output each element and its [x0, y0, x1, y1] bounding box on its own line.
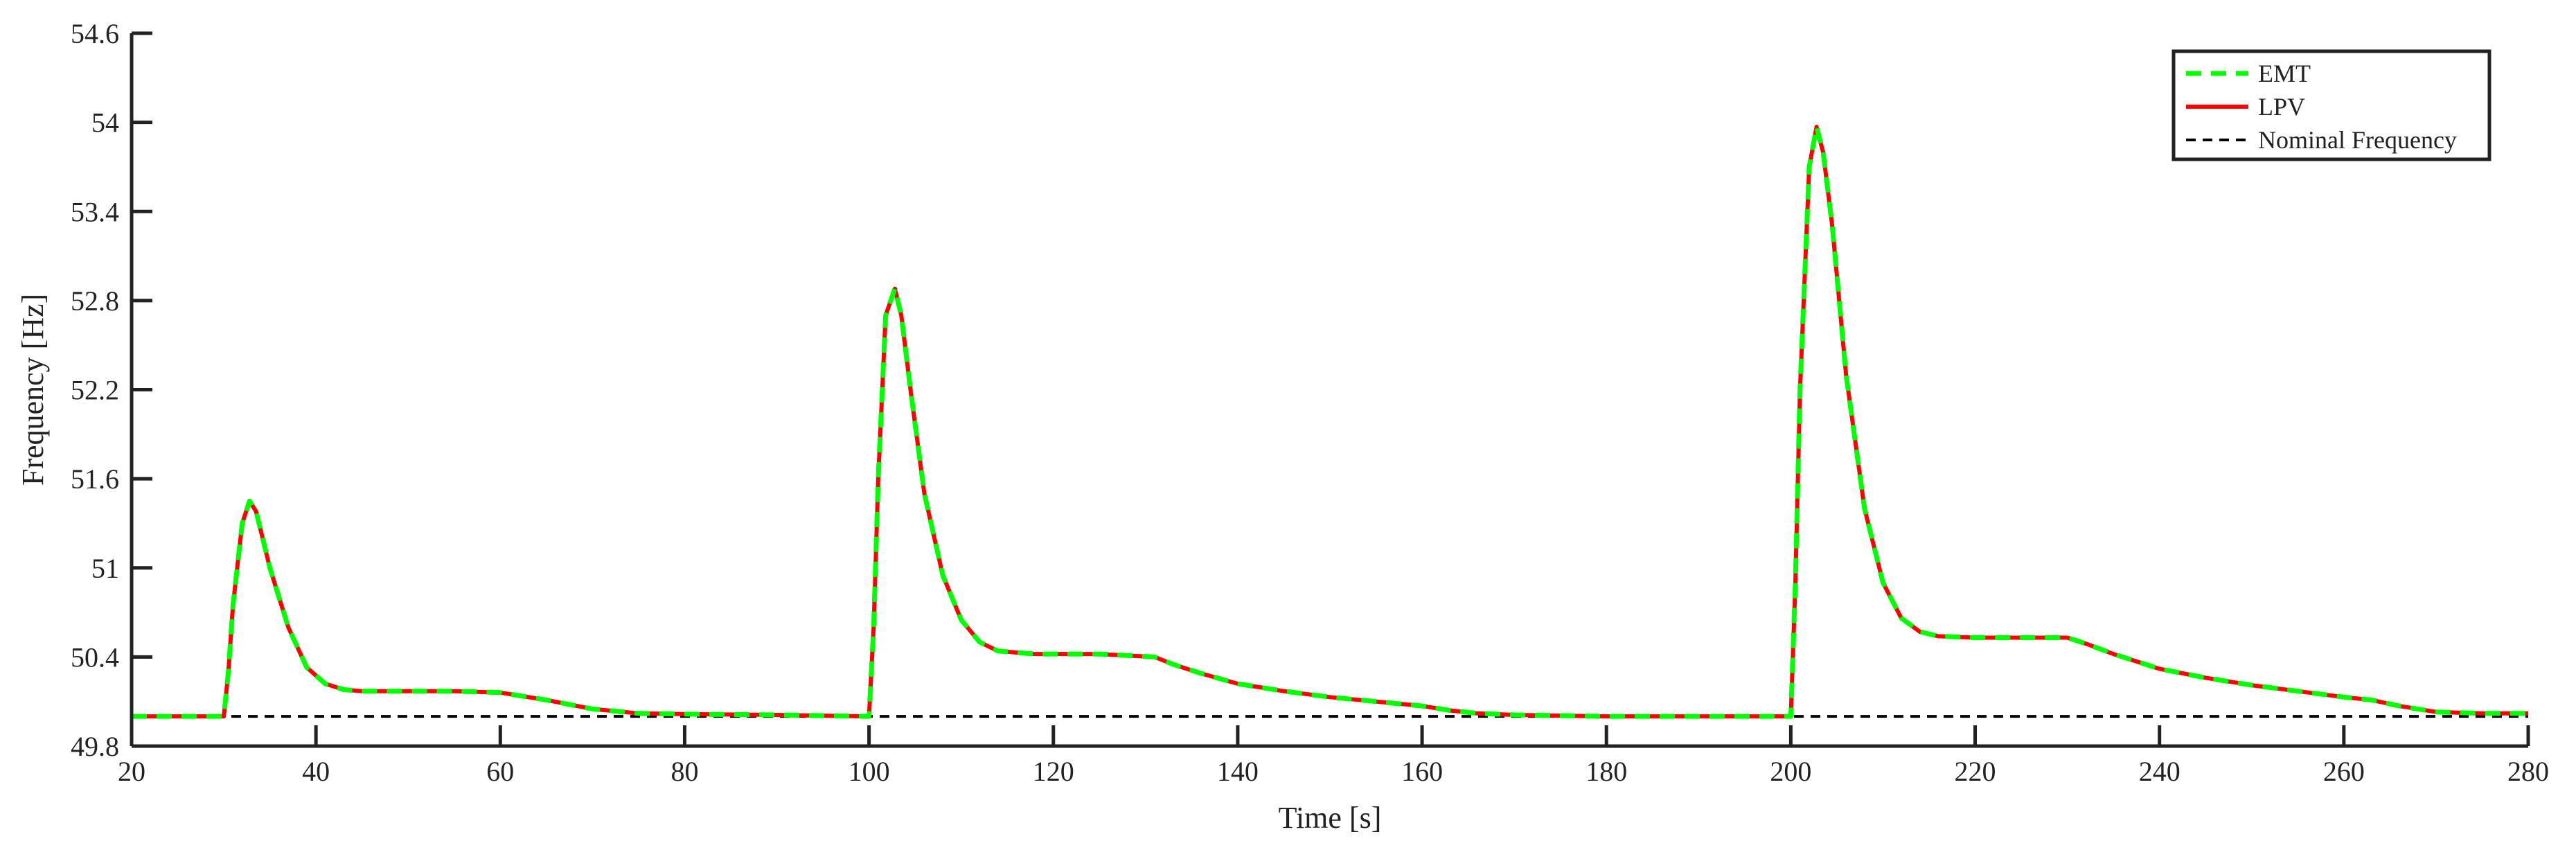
- x-tick-label: 200: [1770, 756, 1811, 787]
- series-line-emt: [132, 124, 2528, 719]
- plot-area: [132, 124, 2528, 719]
- y-tick-label: 53.4: [71, 196, 119, 227]
- y-tick-label: 51: [91, 553, 119, 584]
- y-tick-label: 54: [91, 107, 119, 139]
- legend: EMT LPV Nominal Frequency: [2171, 49, 2491, 161]
- legend-label-nominal-frequency: Nominal Frequency: [2258, 126, 2457, 154]
- x-tick-label: 220: [1955, 756, 1996, 787]
- x-tick-label: 260: [2323, 756, 2365, 787]
- x-tick-label: 60: [486, 756, 514, 787]
- x-tick-label: 80: [670, 756, 698, 787]
- x-tick-label: 120: [1033, 756, 1074, 787]
- y-tick-label: 50.4: [71, 641, 119, 673]
- x-tick-label: 40: [302, 756, 330, 787]
- x-axis-label: Time [s]: [1279, 801, 1382, 835]
- x-tick-label: 160: [1401, 756, 1443, 787]
- x-tick-label: 180: [1585, 756, 1627, 787]
- y-tick-label: 51.6: [71, 463, 119, 495]
- axes: [130, 33, 2528, 748]
- ticks: 20 40 60 80 100 120 140 160 180 200 220 240 260 280 49…: [71, 18, 2549, 787]
- x-tick-label: 140: [1217, 756, 1259, 787]
- legend-label-lpv: LPV: [2258, 93, 2305, 121]
- x-tick-label: 100: [849, 756, 890, 787]
- legend-label-emt: EMT: [2258, 60, 2311, 87]
- y-tick-label: 52.8: [71, 285, 119, 317]
- series-line-lpv: [132, 125, 2528, 719]
- y-tick-label: 49.8: [71, 731, 119, 762]
- x-tick-label: 280: [2507, 756, 2549, 787]
- y-axis-label: Frequency [Hz]: [16, 294, 50, 486]
- x-tick-label: 20: [118, 756, 145, 787]
- x-tick-label: 240: [2139, 756, 2180, 787]
- y-tick-label: 54.6: [71, 18, 119, 49]
- y-tick-label: 52.2: [71, 375, 119, 406]
